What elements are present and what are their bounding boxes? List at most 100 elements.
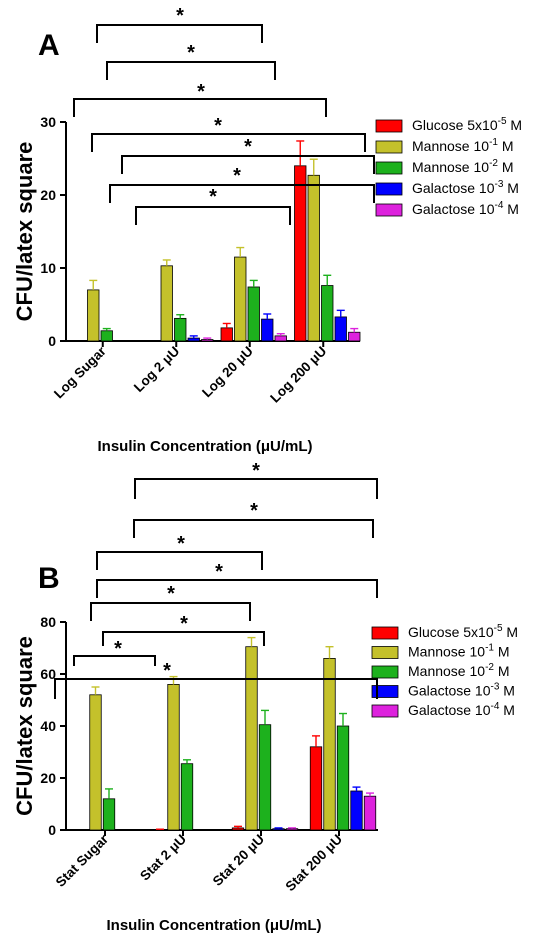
x-axis-label: Insulin Concentration (μU/mL)	[106, 917, 321, 934]
bar	[334, 316, 347, 342]
significance-bracket	[109, 184, 375, 203]
x-tick-label: Log 20 μU	[199, 344, 256, 401]
legend-label: Galactose 10-4 M	[412, 200, 519, 217]
bar	[234, 256, 247, 342]
y-tick-label: 0	[48, 822, 56, 838]
bar	[294, 165, 307, 342]
legend-swatch	[375, 203, 403, 217]
bar	[87, 289, 100, 342]
legend-swatch	[375, 140, 403, 154]
legend-label: Glucose 5x10-5 M	[408, 623, 518, 640]
legend-swatch	[375, 161, 403, 175]
significance-star: *	[244, 136, 252, 158]
significance-star: *	[177, 533, 185, 555]
legend-label: Galactose 10-3 M	[412, 179, 519, 196]
bar	[348, 331, 361, 342]
x-tick-label: Stat 20 μU	[210, 832, 267, 889]
bar	[160, 265, 173, 342]
bar	[247, 286, 260, 342]
significance-star: *	[167, 583, 175, 605]
legend-label: Galactose 10-4 M	[408, 701, 515, 718]
significance-bracket	[135, 206, 291, 225]
bar	[102, 798, 116, 831]
panel-letter: A	[38, 29, 60, 62]
legend-label: Glucose 5x10-5 M	[412, 116, 522, 133]
significance-star: *	[176, 5, 184, 27]
significance-star: *	[214, 115, 222, 137]
y-tick-label: 80	[40, 614, 56, 630]
significance-bracket	[91, 133, 366, 152]
bar	[100, 330, 113, 342]
bar	[201, 339, 214, 342]
bar	[336, 725, 350, 831]
significance-star: *	[180, 613, 188, 635]
y-tick-label: 40	[40, 718, 56, 734]
significance-star: *	[209, 186, 217, 208]
x-tick-label: Log 200 μU	[267, 344, 329, 406]
significance-bracket	[133, 519, 374, 538]
bar	[261, 318, 274, 342]
significance-star: *	[250, 500, 258, 522]
bar	[187, 337, 200, 342]
y-axis-label: CFU/latex square	[12, 142, 37, 322]
legend-label: Galactose 10-3 M	[408, 682, 515, 699]
bar	[220, 327, 233, 342]
legend-swatch	[375, 182, 403, 196]
significance-bracket	[96, 579, 378, 598]
bar	[245, 646, 258, 831]
legend-label: Mannose 10-1 M	[408, 643, 510, 660]
bar	[323, 658, 336, 831]
y-tick-label: 0	[48, 333, 56, 349]
legend-label: Mannose 10-1 M	[412, 137, 514, 154]
bar	[350, 790, 363, 831]
y-tick-label: 10	[40, 260, 56, 276]
bar	[89, 694, 102, 831]
significance-bracket	[121, 155, 375, 174]
panel-letter: B	[38, 562, 60, 595]
y-tick-label: 20	[40, 770, 56, 786]
legend-swatch	[371, 646, 399, 659]
significance-bracket	[73, 655, 156, 666]
significance-star: *	[233, 165, 241, 187]
legend-swatch	[371, 665, 399, 679]
legend-swatch	[371, 704, 399, 718]
bar	[321, 285, 334, 342]
bar	[274, 335, 287, 342]
bar	[272, 828, 285, 831]
significance-star: *	[187, 42, 195, 64]
x-tick-label: Stat 2 μU	[137, 832, 189, 884]
significance-bracket	[102, 631, 265, 646]
legend-swatch	[371, 685, 399, 698]
significance-bracket	[90, 602, 251, 621]
significance-star: *	[215, 561, 223, 583]
legend-swatch	[375, 119, 403, 133]
y-tick-label: 20	[40, 187, 56, 203]
significance-bracket	[96, 24, 263, 43]
significance-bracket	[54, 678, 378, 699]
bar	[285, 828, 299, 831]
legend-label: Mannose 10-2 M	[412, 158, 514, 175]
significance-bracket	[96, 551, 263, 570]
significance-star: *	[163, 660, 171, 682]
significance-bracket	[134, 478, 378, 499]
legend-swatch	[371, 626, 399, 640]
x-tick-label: Log Sugar	[51, 343, 109, 401]
significance-bracket	[106, 61, 276, 80]
x-tick-label: Stat Sugar	[53, 831, 112, 890]
x-tick-label: Stat 200 μU	[283, 832, 346, 895]
bar	[167, 684, 180, 831]
y-tick-label: 30	[40, 114, 56, 130]
y-axis-label: CFU/latex square	[12, 636, 37, 816]
significance-star: *	[114, 638, 122, 660]
x-axis-label: Insulin Concentration (μU/mL)	[97, 438, 312, 455]
significance-star: *	[252, 460, 260, 482]
bar	[307, 174, 320, 342]
bar	[363, 795, 377, 831]
bar	[231, 827, 245, 831]
bar	[174, 317, 187, 342]
legend-label: Mannose 10-2 M	[408, 662, 510, 679]
x-tick-label: Log 2 μU	[131, 344, 182, 395]
